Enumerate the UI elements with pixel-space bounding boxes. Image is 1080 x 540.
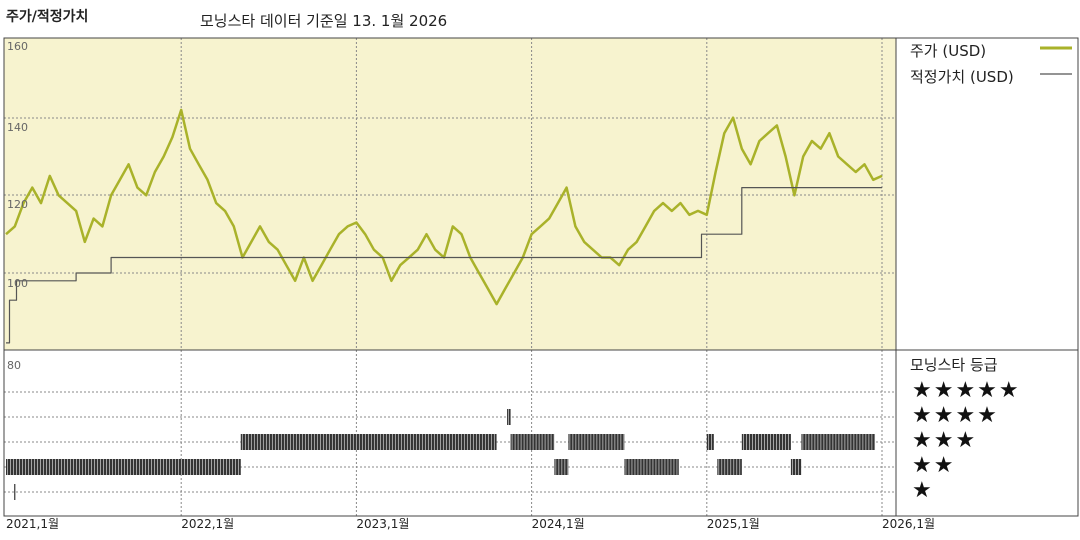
y-tick-label: 100	[7, 277, 28, 290]
legend-price-label: 주가 (USD)	[910, 42, 987, 60]
star-row-4: ★★★★	[912, 403, 999, 428]
star-row-3: ★★★	[912, 428, 978, 453]
rating-panel-title: 모닝스타 등급	[910, 356, 998, 374]
rating-segment	[790, 459, 802, 475]
rating-segment	[240, 434, 497, 450]
rating-segment	[624, 459, 679, 475]
rating-segment	[717, 459, 742, 475]
rating-segment	[801, 434, 875, 450]
x-tick-label: 2024,1월	[532, 517, 585, 531]
rating-bars	[6, 409, 876, 500]
legend-fair-value-label: 적정가치 (USD)	[910, 68, 1014, 86]
chart-frame	[3, 37, 1079, 517]
plot-background	[4, 38, 896, 350]
page-title: 주가/적정가치	[6, 9, 89, 25]
y-tick-label: 120	[7, 198, 28, 211]
x-tick-label: 2022,1월	[181, 517, 234, 531]
star-row-1: ★	[912, 478, 934, 503]
y-tick-label: 140	[7, 121, 28, 134]
rating-segment	[741, 434, 791, 450]
x-tick-label: 2021,1월	[6, 517, 59, 531]
x-tick-label: 2026,1월	[882, 517, 935, 531]
series-lines	[5, 108, 883, 344]
rating-segment	[554, 459, 569, 475]
x-tick-label: 2023,1월	[356, 517, 409, 531]
rating-segment	[706, 434, 714, 450]
rating-segment	[510, 434, 555, 450]
rating-segment	[568, 434, 625, 450]
y-tick-label: 160	[7, 40, 28, 53]
x-tick-label: 2025,1월	[707, 517, 760, 531]
chart-subtitle: 모닝스타 데이터 기준일 13. 1월 2026	[200, 12, 448, 30]
star-row-2: ★★	[912, 453, 956, 478]
axis-ticks: 2021,1월 2022,1월 2023,1월 2024,1월 2025,1월 2026,…	[6, 40, 935, 531]
fair-value-line	[6, 187, 882, 344]
star-row-5: ★★★★★	[912, 378, 1021, 403]
y-tick-label: 80	[7, 359, 21, 372]
